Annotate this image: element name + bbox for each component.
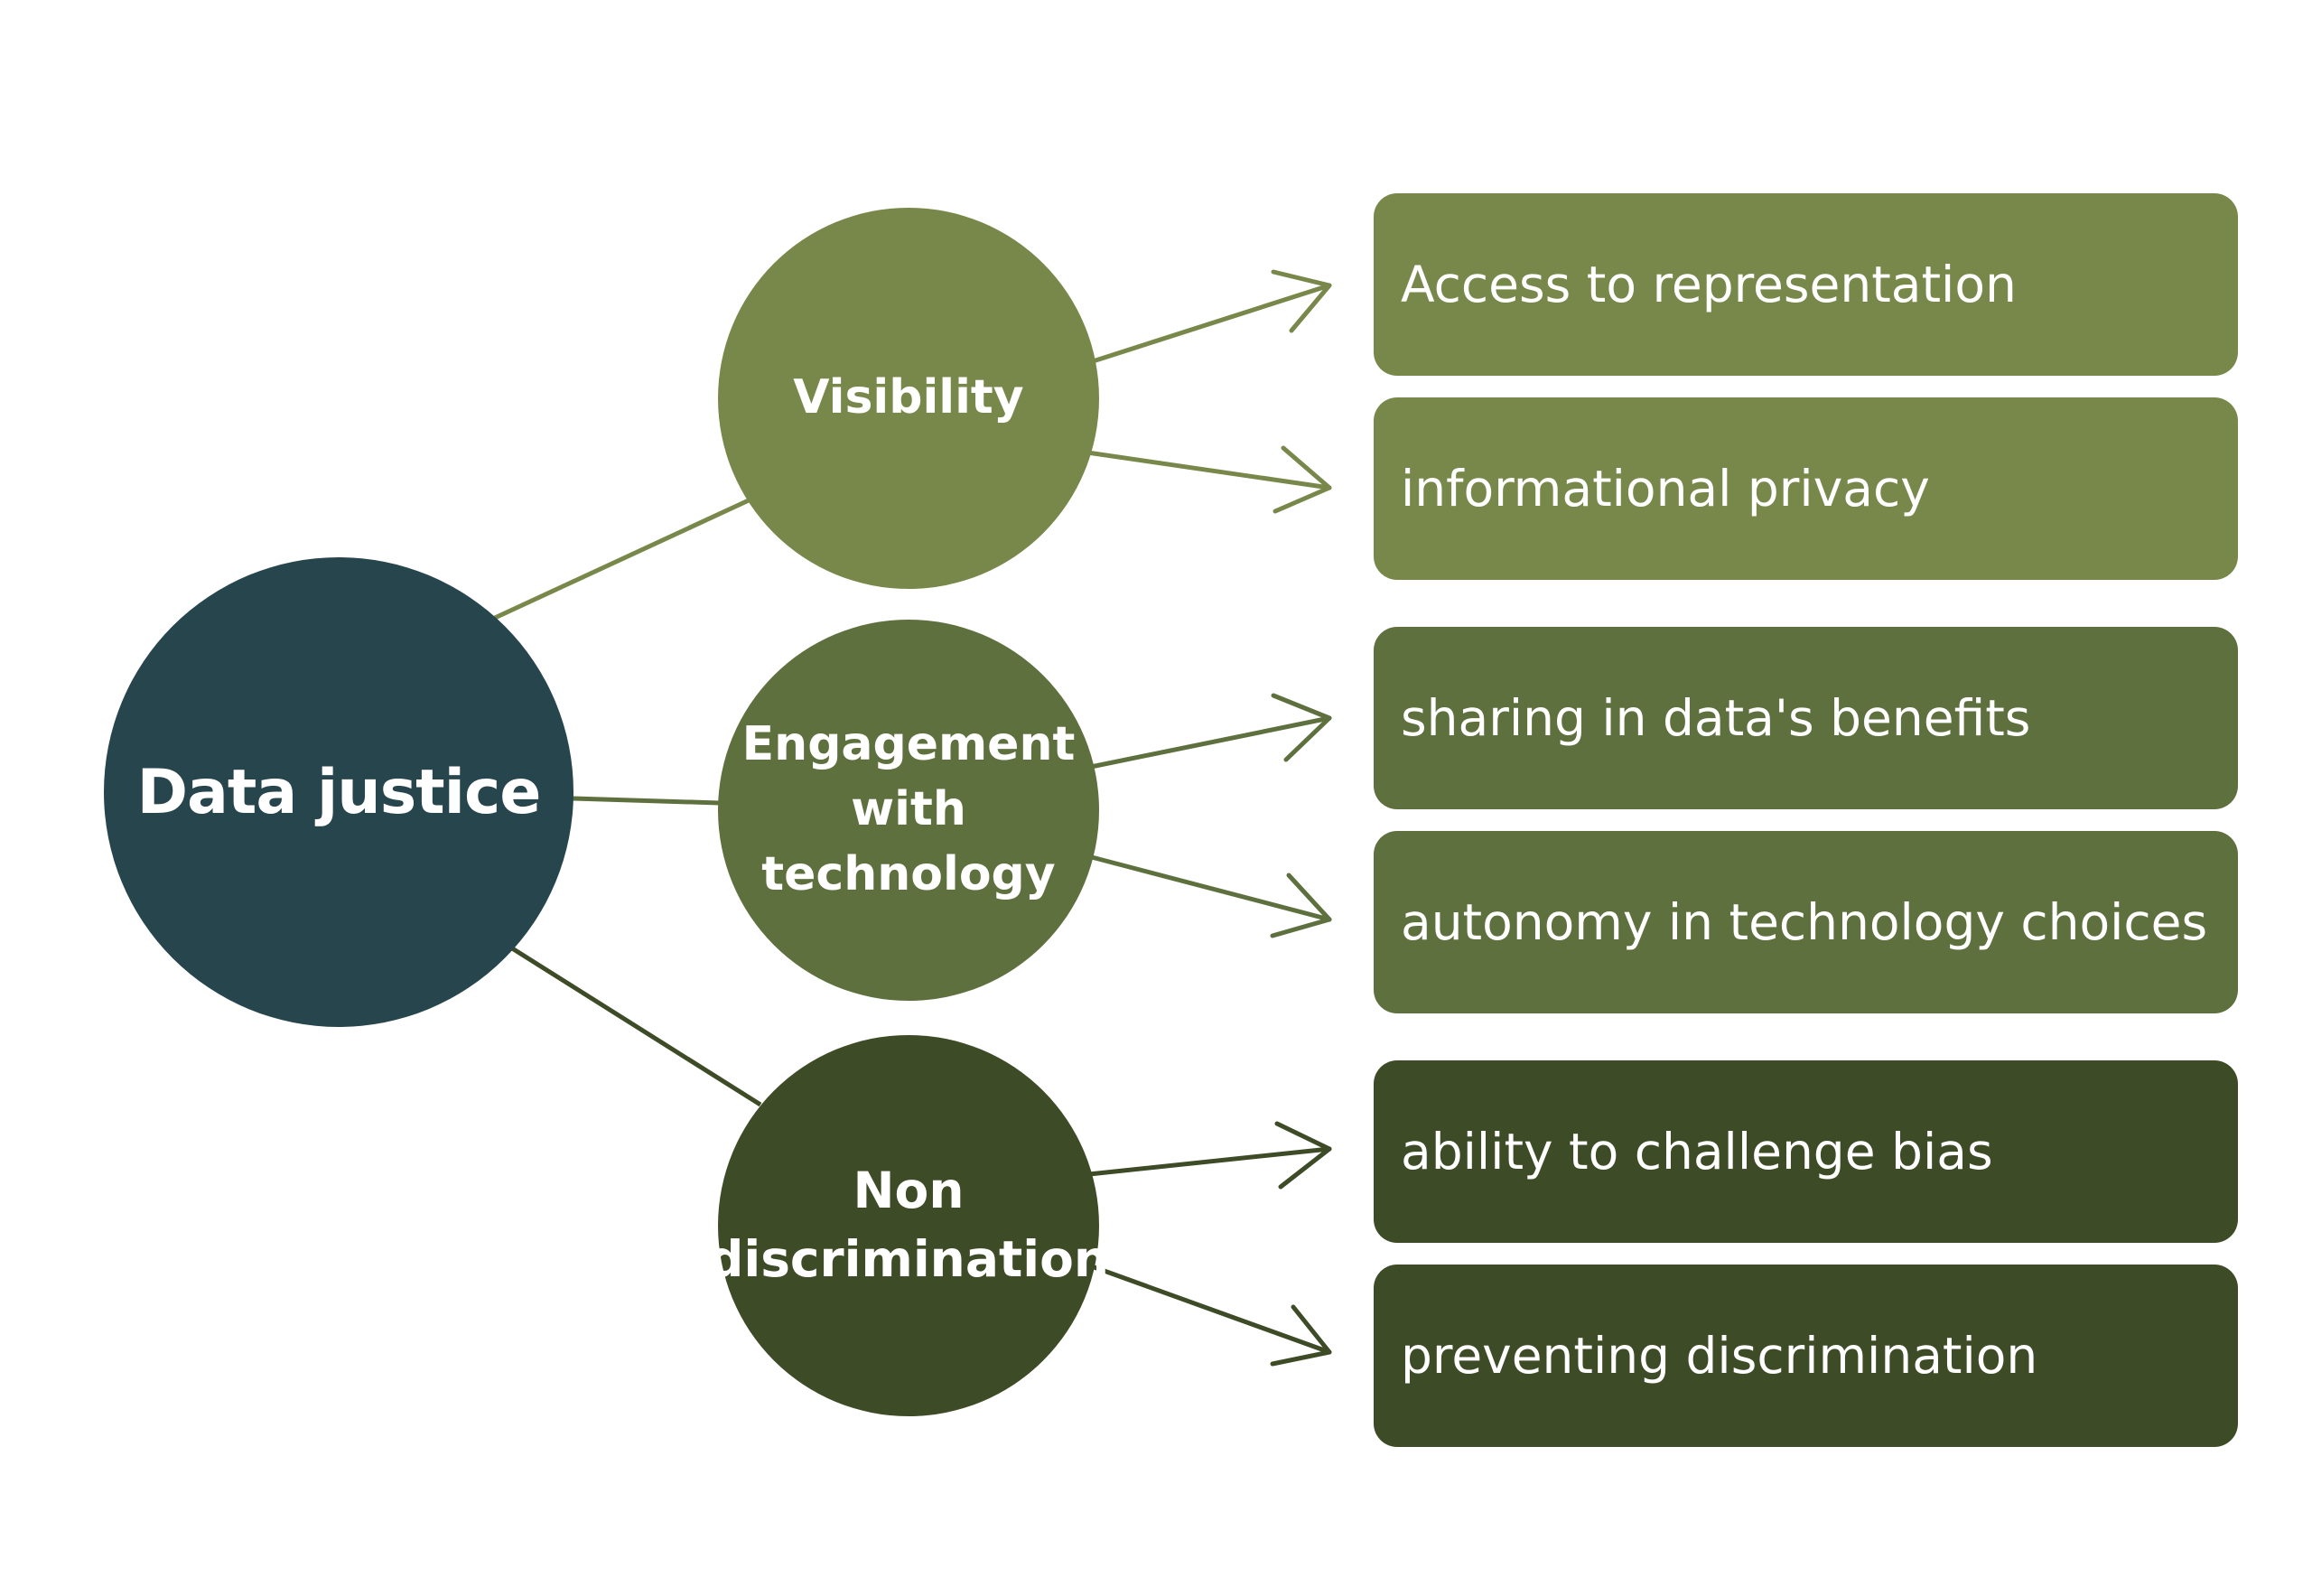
root-node-data-justice: Data justice <box>104 557 573 1027</box>
arrow-visibility-to-access <box>1087 269 1332 365</box>
item-box-preventing-discrimination: preventing discrimination <box>1374 1265 2238 1447</box>
item-box-informational-privacy: informational privacy <box>1374 397 2238 580</box>
arrow-engagement-to-sharing <box>1088 693 1332 770</box>
item-box-access-to-representation: Access to representation <box>1374 193 2238 376</box>
arrow-nondiscrimination-to-preventing <box>1086 1263 1332 1367</box>
root-to-engagement-line <box>571 796 721 806</box>
category-node-visibility: Visibility <box>718 208 1099 589</box>
item-box-sharing-benefits: sharing in data's benefits <box>1374 627 2238 809</box>
category-node-engagement: Engagement with technology <box>718 620 1099 1001</box>
item-box-challenge-bias: ability to challenge bias <box>1374 1060 2238 1243</box>
arrow-engagement-to-autonomy <box>1086 854 1332 938</box>
root-to-nondiscrimination-line <box>508 944 762 1107</box>
root-to-visibility-line <box>493 497 752 621</box>
arrow-visibility-to-privacy <box>1085 445 1332 514</box>
item-box-autonomy-technology: autonomy in technology choices <box>1374 831 2238 1013</box>
category-node-non-discrimination: Non discrimination <box>708 1035 1109 1416</box>
arrow-nondiscrimination-to-challenge <box>1086 1121 1332 1190</box>
